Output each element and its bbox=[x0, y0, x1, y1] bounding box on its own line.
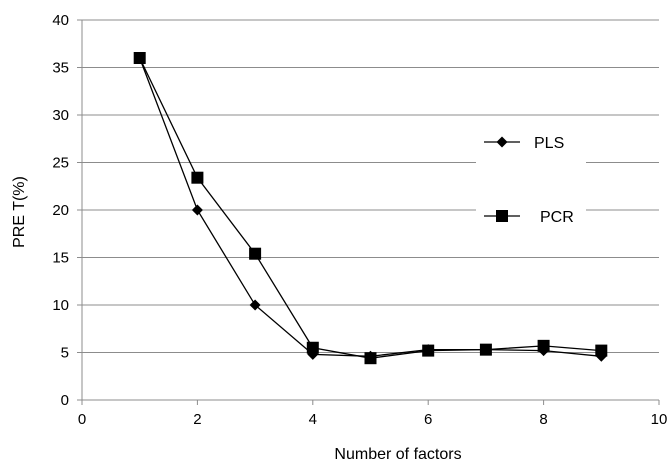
pcr-data-point bbox=[595, 344, 608, 357]
x-tick-label: 4 bbox=[309, 411, 317, 428]
y-tick-label: 25 bbox=[52, 155, 69, 172]
pcr-legend-label: PCR bbox=[540, 209, 574, 226]
y-tick-label: 30 bbox=[52, 107, 69, 124]
y-tick-label: 15 bbox=[52, 250, 69, 267]
pcr-data-point bbox=[537, 339, 550, 352]
pls-data-point bbox=[249, 299, 261, 311]
x-tick-label: 10 bbox=[651, 411, 668, 428]
y-tick-label: 35 bbox=[52, 60, 69, 77]
y-axis-label: PRE T(%) bbox=[11, 176, 28, 248]
grid-lines bbox=[82, 19, 659, 353]
x-tick-label: 2 bbox=[193, 411, 201, 428]
pcr-data-point bbox=[191, 171, 204, 184]
axes: 0 5 10 15 20 25 30 35 40 0 2 4 6 8 10 bbox=[52, 12, 667, 428]
pls-legend-marker bbox=[496, 136, 508, 148]
series-lines bbox=[133, 52, 608, 365]
y-tick-label: 40 bbox=[52, 12, 69, 29]
y-tick-label: 5 bbox=[61, 345, 69, 362]
y-tick-label: 20 bbox=[52, 202, 69, 219]
pls-data-point bbox=[191, 204, 203, 216]
pcr-legend-marker bbox=[496, 210, 508, 222]
pcr-data-point bbox=[133, 52, 146, 64]
pcr-data-point bbox=[422, 344, 435, 357]
pcr-data-point bbox=[479, 343, 492, 356]
pcr-data-point bbox=[249, 247, 262, 260]
pls-legend-label: PLS bbox=[534, 135, 564, 152]
x-tick-label: 6 bbox=[424, 411, 432, 428]
x-tick-label: 0 bbox=[78, 411, 86, 428]
x-axis-label: Number of factors bbox=[334, 446, 461, 462]
legend: PLS PCR bbox=[476, 125, 586, 233]
pcr-data-point bbox=[364, 352, 377, 365]
y-tick-label: 0 bbox=[61, 392, 69, 409]
pcr-data-point bbox=[306, 341, 319, 354]
y-tick-label: 10 bbox=[52, 297, 69, 314]
x-tick-label: 8 bbox=[539, 411, 547, 428]
legend-background bbox=[476, 125, 586, 233]
